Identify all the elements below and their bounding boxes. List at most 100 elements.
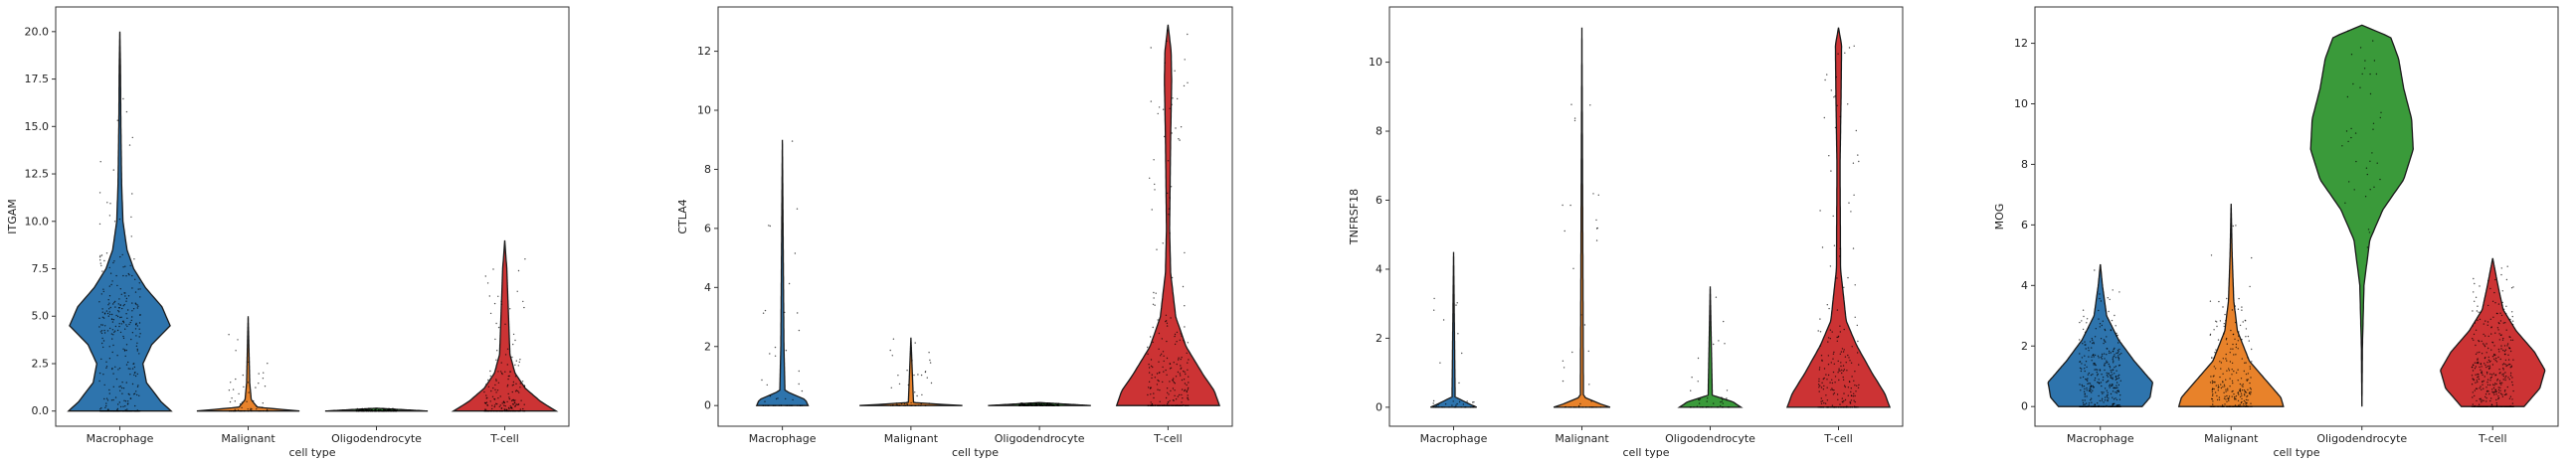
data-point — [2100, 300, 2103, 302]
data-point — [2486, 324, 2488, 326]
data-point — [1590, 400, 1592, 402]
data-point — [2359, 47, 2362, 49]
data-point — [108, 388, 110, 391]
data-point — [105, 361, 107, 363]
data-point — [2114, 367, 2116, 369]
data-point — [2372, 40, 2374, 42]
data-point — [2477, 359, 2479, 361]
data-point — [1451, 404, 1453, 406]
data-point — [2499, 405, 2501, 407]
x-tick-label: T-cell — [1153, 432, 1183, 445]
data-point — [98, 372, 101, 375]
data-point — [2216, 325, 2218, 328]
data-point — [2249, 405, 2251, 407]
data-point — [2238, 335, 2240, 337]
axes-frame — [717, 6, 1233, 427]
data-point — [2114, 354, 2116, 356]
data-point — [924, 371, 927, 373]
data-point — [2237, 391, 2240, 393]
data-point — [2494, 383, 2496, 385]
data-point — [2476, 399, 2478, 402]
data-point — [2116, 386, 2118, 388]
data-point — [2212, 400, 2214, 402]
data-point — [122, 410, 124, 412]
data-point — [1853, 399, 1855, 401]
data-point — [2116, 334, 2118, 337]
data-point — [128, 323, 130, 326]
data-point — [2099, 293, 2101, 295]
data-point — [116, 408, 118, 411]
data-point — [111, 280, 113, 282]
data-point — [506, 400, 508, 403]
data-point — [1819, 210, 1821, 212]
data-point — [2103, 342, 2105, 345]
data-point — [1048, 404, 1051, 406]
data-point — [2245, 403, 2247, 405]
data-point — [920, 374, 923, 377]
data-point — [1843, 392, 1845, 394]
data-point — [2082, 328, 2085, 331]
x-axis-label: cell type — [2274, 446, 2320, 459]
data-point — [2234, 404, 2237, 406]
data-point — [112, 303, 114, 305]
data-point — [2348, 181, 2350, 183]
data-point — [2502, 349, 2504, 352]
data-point — [392, 407, 394, 409]
data-point — [1150, 365, 1153, 368]
data-point — [126, 408, 128, 410]
data-point — [1167, 192, 1169, 195]
data-point — [485, 394, 487, 396]
data-point — [107, 315, 110, 317]
data-point — [769, 353, 771, 355]
data-point — [1156, 384, 1159, 385]
violin-points-macrophage — [2079, 269, 2122, 407]
data-point — [2225, 320, 2227, 322]
data-point — [2241, 394, 2243, 396]
data-point — [101, 316, 104, 318]
data-point — [2250, 391, 2252, 393]
data-point — [2093, 356, 2095, 358]
data-point — [2225, 337, 2228, 340]
data-point — [134, 291, 137, 293]
data-point — [2247, 357, 2249, 359]
data-point — [2216, 398, 2219, 401]
data-point — [2106, 389, 2108, 391]
data-point — [2116, 352, 2119, 354]
data-point — [497, 295, 499, 297]
data-point — [1841, 400, 1844, 402]
data-point — [2502, 369, 2504, 371]
data-point — [1827, 337, 1830, 339]
data-point — [131, 302, 133, 304]
data-point — [2082, 385, 2084, 387]
data-point — [2488, 392, 2490, 395]
data-point — [2246, 402, 2248, 404]
data-point — [360, 408, 363, 410]
data-point — [2497, 348, 2500, 351]
data-point — [1181, 379, 1184, 382]
data-point — [2112, 390, 2115, 392]
x-tick-label: T-cell — [489, 432, 519, 445]
data-point — [2241, 400, 2243, 403]
data-point — [121, 392, 123, 394]
data-point — [1184, 326, 1186, 328]
data-point — [1158, 106, 1161, 108]
data-point — [1021, 403, 1024, 405]
data-point — [485, 384, 487, 385]
data-point — [1832, 406, 1835, 408]
data-point — [121, 253, 123, 256]
data-point — [2475, 296, 2478, 298]
data-point — [1691, 377, 1693, 379]
data-point — [1169, 381, 1171, 383]
data-point — [131, 410, 133, 412]
data-point — [2363, 68, 2366, 70]
data-point — [2085, 405, 2087, 407]
y-tick-label: 0 — [1376, 400, 1382, 413]
data-point — [2486, 382, 2488, 384]
data-point — [2103, 353, 2106, 355]
data-point — [509, 308, 511, 310]
data-point — [1184, 383, 1187, 385]
data-point — [508, 396, 510, 398]
data-point — [2103, 391, 2105, 393]
data-point — [1461, 352, 1463, 355]
data-point — [2484, 395, 2486, 398]
